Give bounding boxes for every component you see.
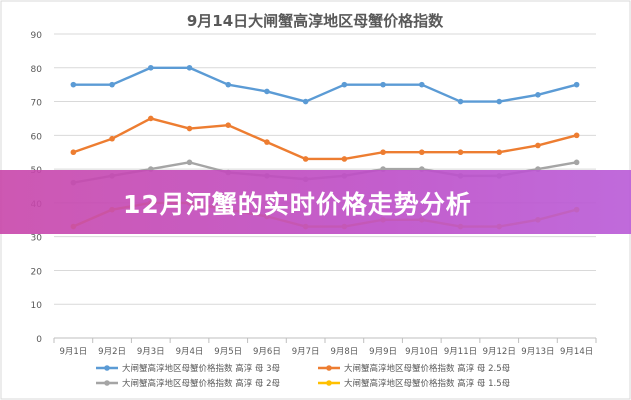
data-point [109,135,115,142]
data-point [341,81,348,88]
data-point [109,81,115,88]
banner-title: 12月河蟹的实时价格走势分析 [123,190,472,219]
y-tick-label: 80 [31,65,43,75]
data-point [380,81,386,88]
x-tick-label: 9月13日 [521,347,554,357]
y-tick-label: 20 [31,267,43,277]
legend-label: 大闸蟹高淳地区母蟹价格指数 高淳 母 1.5母 [344,378,510,389]
data-point [457,149,464,156]
legend-label: 大闸蟹高淳地区母蟹价格指数 高淳 母 3母 [122,363,280,374]
x-axis: 9月1日 9月2日 9月3日 9月4日 9月5日 9月6日 9月7日 9月8日 9月9日 9月10… [53,337,597,357]
x-tick-label: 9月6日 [253,347,281,357]
data-point [147,115,154,122]
legend: 大闸蟹高淳地区母蟹价格指数 高淳 母 3母 大闸蟹高淳地区母蟹价格指数 高淳 母 … [96,363,510,389]
y-tick-label: 0 [36,335,42,345]
data-point [225,81,232,88]
data-point [535,92,541,98]
x-tick-label: 9月7日 [292,347,320,357]
x-tick-label: 9月10日 [405,347,438,357]
legend-swatch-marker [104,380,110,386]
title-banner: 12月河蟹的实时价格走势分析 [0,170,631,234]
data-point [535,142,541,149]
x-tick-label: 9月9日 [369,347,397,357]
data-point [341,156,348,162]
data-point [573,159,580,166]
data-point [573,81,580,88]
data-point [70,149,77,156]
x-tick-label: 9月5日 [214,347,242,357]
data-point [302,156,309,162]
x-tick-label: 9月1日 [59,347,87,357]
x-tick-label: 9月11日 [444,347,477,357]
y-tick-label: 70 [31,99,43,109]
chart-title: 9月14日大闸蟹高淳地区母蟹价格指数 [187,12,444,30]
series-line [72,117,577,161]
x-tick-label: 9月3日 [137,347,165,357]
series-line [73,66,577,103]
y-tick-label: 30 [31,234,43,244]
legend-label: 大闸蟹高淳地区母蟹价格指数 高淳 母 2.5母 [344,363,510,374]
data-point [418,149,425,156]
data-point [380,149,386,156]
y-tick-label: 60 [31,132,43,142]
data-point [264,139,270,145]
data-point [573,132,580,139]
x-tick-label: 9月12日 [483,347,516,357]
x-tick-label: 9月14日 [560,347,593,357]
data-point [70,81,77,88]
legend-swatch-marker [326,365,332,371]
data-point [302,98,309,105]
x-tick-label: 9月8日 [330,347,358,357]
data-point [186,64,193,71]
data-point [457,98,464,105]
legend-label: 大闸蟹高淳地区母蟹价格指数 高淳 母 2母 [122,378,280,389]
x-tick-label: 9月4日 [176,347,204,357]
data-point [147,64,154,71]
data-point [418,81,425,88]
data-point [264,88,270,95]
legend-swatch-marker [104,365,110,371]
data-point [186,125,193,132]
y-tick-label: 90 [31,31,43,41]
x-tick-label: 9月2日 [98,347,126,357]
y-tick-label: 10 [31,301,43,311]
data-point [496,149,503,156]
data-point [186,159,193,166]
legend-swatch-marker [326,380,332,386]
data-point [225,122,232,128]
data-point [496,98,503,105]
